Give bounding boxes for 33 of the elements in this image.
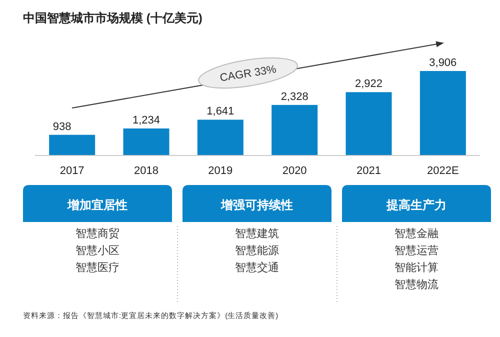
text: 智慧运营 bbox=[394, 244, 438, 257]
text: 增强可持续性 bbox=[220, 198, 293, 212]
data-label: 2,922 bbox=[354, 78, 383, 90]
bar bbox=[123, 128, 170, 155]
bar bbox=[272, 104, 318, 155]
data-label: 3,906 bbox=[429, 57, 457, 69]
bar bbox=[197, 120, 244, 155]
x-tick-label: 2017 bbox=[60, 165, 84, 177]
x-tick-label: 2019 bbox=[208, 165, 233, 177]
text: 提高生产力 bbox=[386, 198, 446, 212]
x-tick-label: 2022E bbox=[427, 165, 459, 177]
text: 智慧金融 bbox=[394, 227, 438, 240]
text: 智慧交通 bbox=[235, 261, 279, 274]
text: 增加宜居性 bbox=[66, 198, 128, 212]
data-label: 938 bbox=[52, 120, 72, 133]
x-tick-label: 2020 bbox=[282, 165, 307, 177]
data-label: 2,328 bbox=[280, 90, 308, 103]
x-tick-label: 2018 bbox=[134, 165, 158, 177]
data-label: 1,234 bbox=[132, 114, 160, 126]
text: 智慧能源 bbox=[235, 244, 279, 257]
text: 智慧建筑 bbox=[235, 227, 279, 240]
annotation: CAGR 33% bbox=[219, 64, 278, 84]
text: 智慧商贸 bbox=[76, 227, 120, 240]
data-label: 1,641 bbox=[206, 106, 234, 118]
bar bbox=[420, 71, 466, 155]
text: 智慧小区 bbox=[76, 244, 120, 257]
text: 智慧医疗 bbox=[76, 261, 120, 274]
bar bbox=[49, 134, 96, 155]
bar bbox=[346, 92, 392, 155]
text: 智慧物流 bbox=[394, 278, 438, 291]
text: 智能计算 bbox=[394, 261, 438, 274]
chart-title: 中国智慧城市市场规模 (十亿美元) bbox=[23, 11, 202, 25]
x-tick-label: 2021 bbox=[356, 165, 381, 177]
